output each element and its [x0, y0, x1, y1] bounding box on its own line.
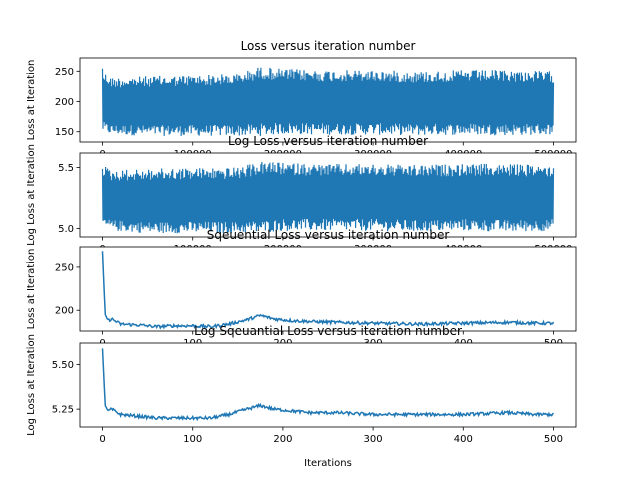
x-axis-label: Iterations	[304, 458, 352, 469]
axes-frame	[79, 246, 577, 332]
series-line	[101, 161, 555, 234]
y-tick-label: 200	[55, 97, 74, 108]
y-axis-label: Loss at Iteration	[26, 60, 37, 141]
chart-title: Log Loss versus iteration number	[228, 134, 428, 148]
y-tick-label: 250	[55, 67, 74, 78]
y-tick-label: 5.50	[52, 360, 74, 371]
series-line	[101, 67, 555, 136]
y-tick-label: 200	[55, 306, 74, 317]
axes-frame	[79, 342, 577, 428]
chart-title: Loss versus iteration number	[241, 39, 416, 53]
x-tick-label: 100	[183, 434, 202, 445]
chart-title: Log Sqeuantial Loss versus iteration num…	[194, 324, 462, 338]
x-tick-label: 400	[454, 434, 473, 445]
subplot-1: 0100000200000300000400000500000150200250…	[26, 39, 577, 160]
axes-frame	[79, 57, 577, 143]
y-tick-label: 5.5	[58, 163, 74, 174]
series-line	[101, 348, 555, 422]
y-axis-label: Log Loss at Iteration	[26, 144, 37, 246]
axes-frame	[79, 152, 577, 238]
x-tick-label: 0	[99, 434, 105, 445]
y-axis-label: Loss at Iteration	[26, 249, 37, 330]
series-line	[101, 251, 555, 330]
subplot-2: 01000002000003000004000005000005.05.5Log…	[26, 134, 577, 255]
plot-area	[80, 247, 576, 331]
x-tick-label: 300	[364, 434, 383, 445]
subplot-4: 0 100 200 300 400 500 5.25 5.50 Log Sqeuantial L…	[26, 324, 577, 469]
x-tick-label: 200	[273, 434, 292, 445]
y-tick-label: 250	[55, 262, 74, 273]
y-tick-label: 5.25	[52, 405, 74, 416]
y-tick-label: 5.0	[58, 224, 74, 235]
y-axis-label: Log Loss at Iteration	[26, 334, 37, 436]
y-tick-label: 150	[55, 127, 74, 138]
x-tick-label: 500	[544, 434, 563, 445]
chart-title: Sqeuential Loss versus iteration number	[207, 228, 450, 242]
plot-area	[80, 343, 576, 427]
